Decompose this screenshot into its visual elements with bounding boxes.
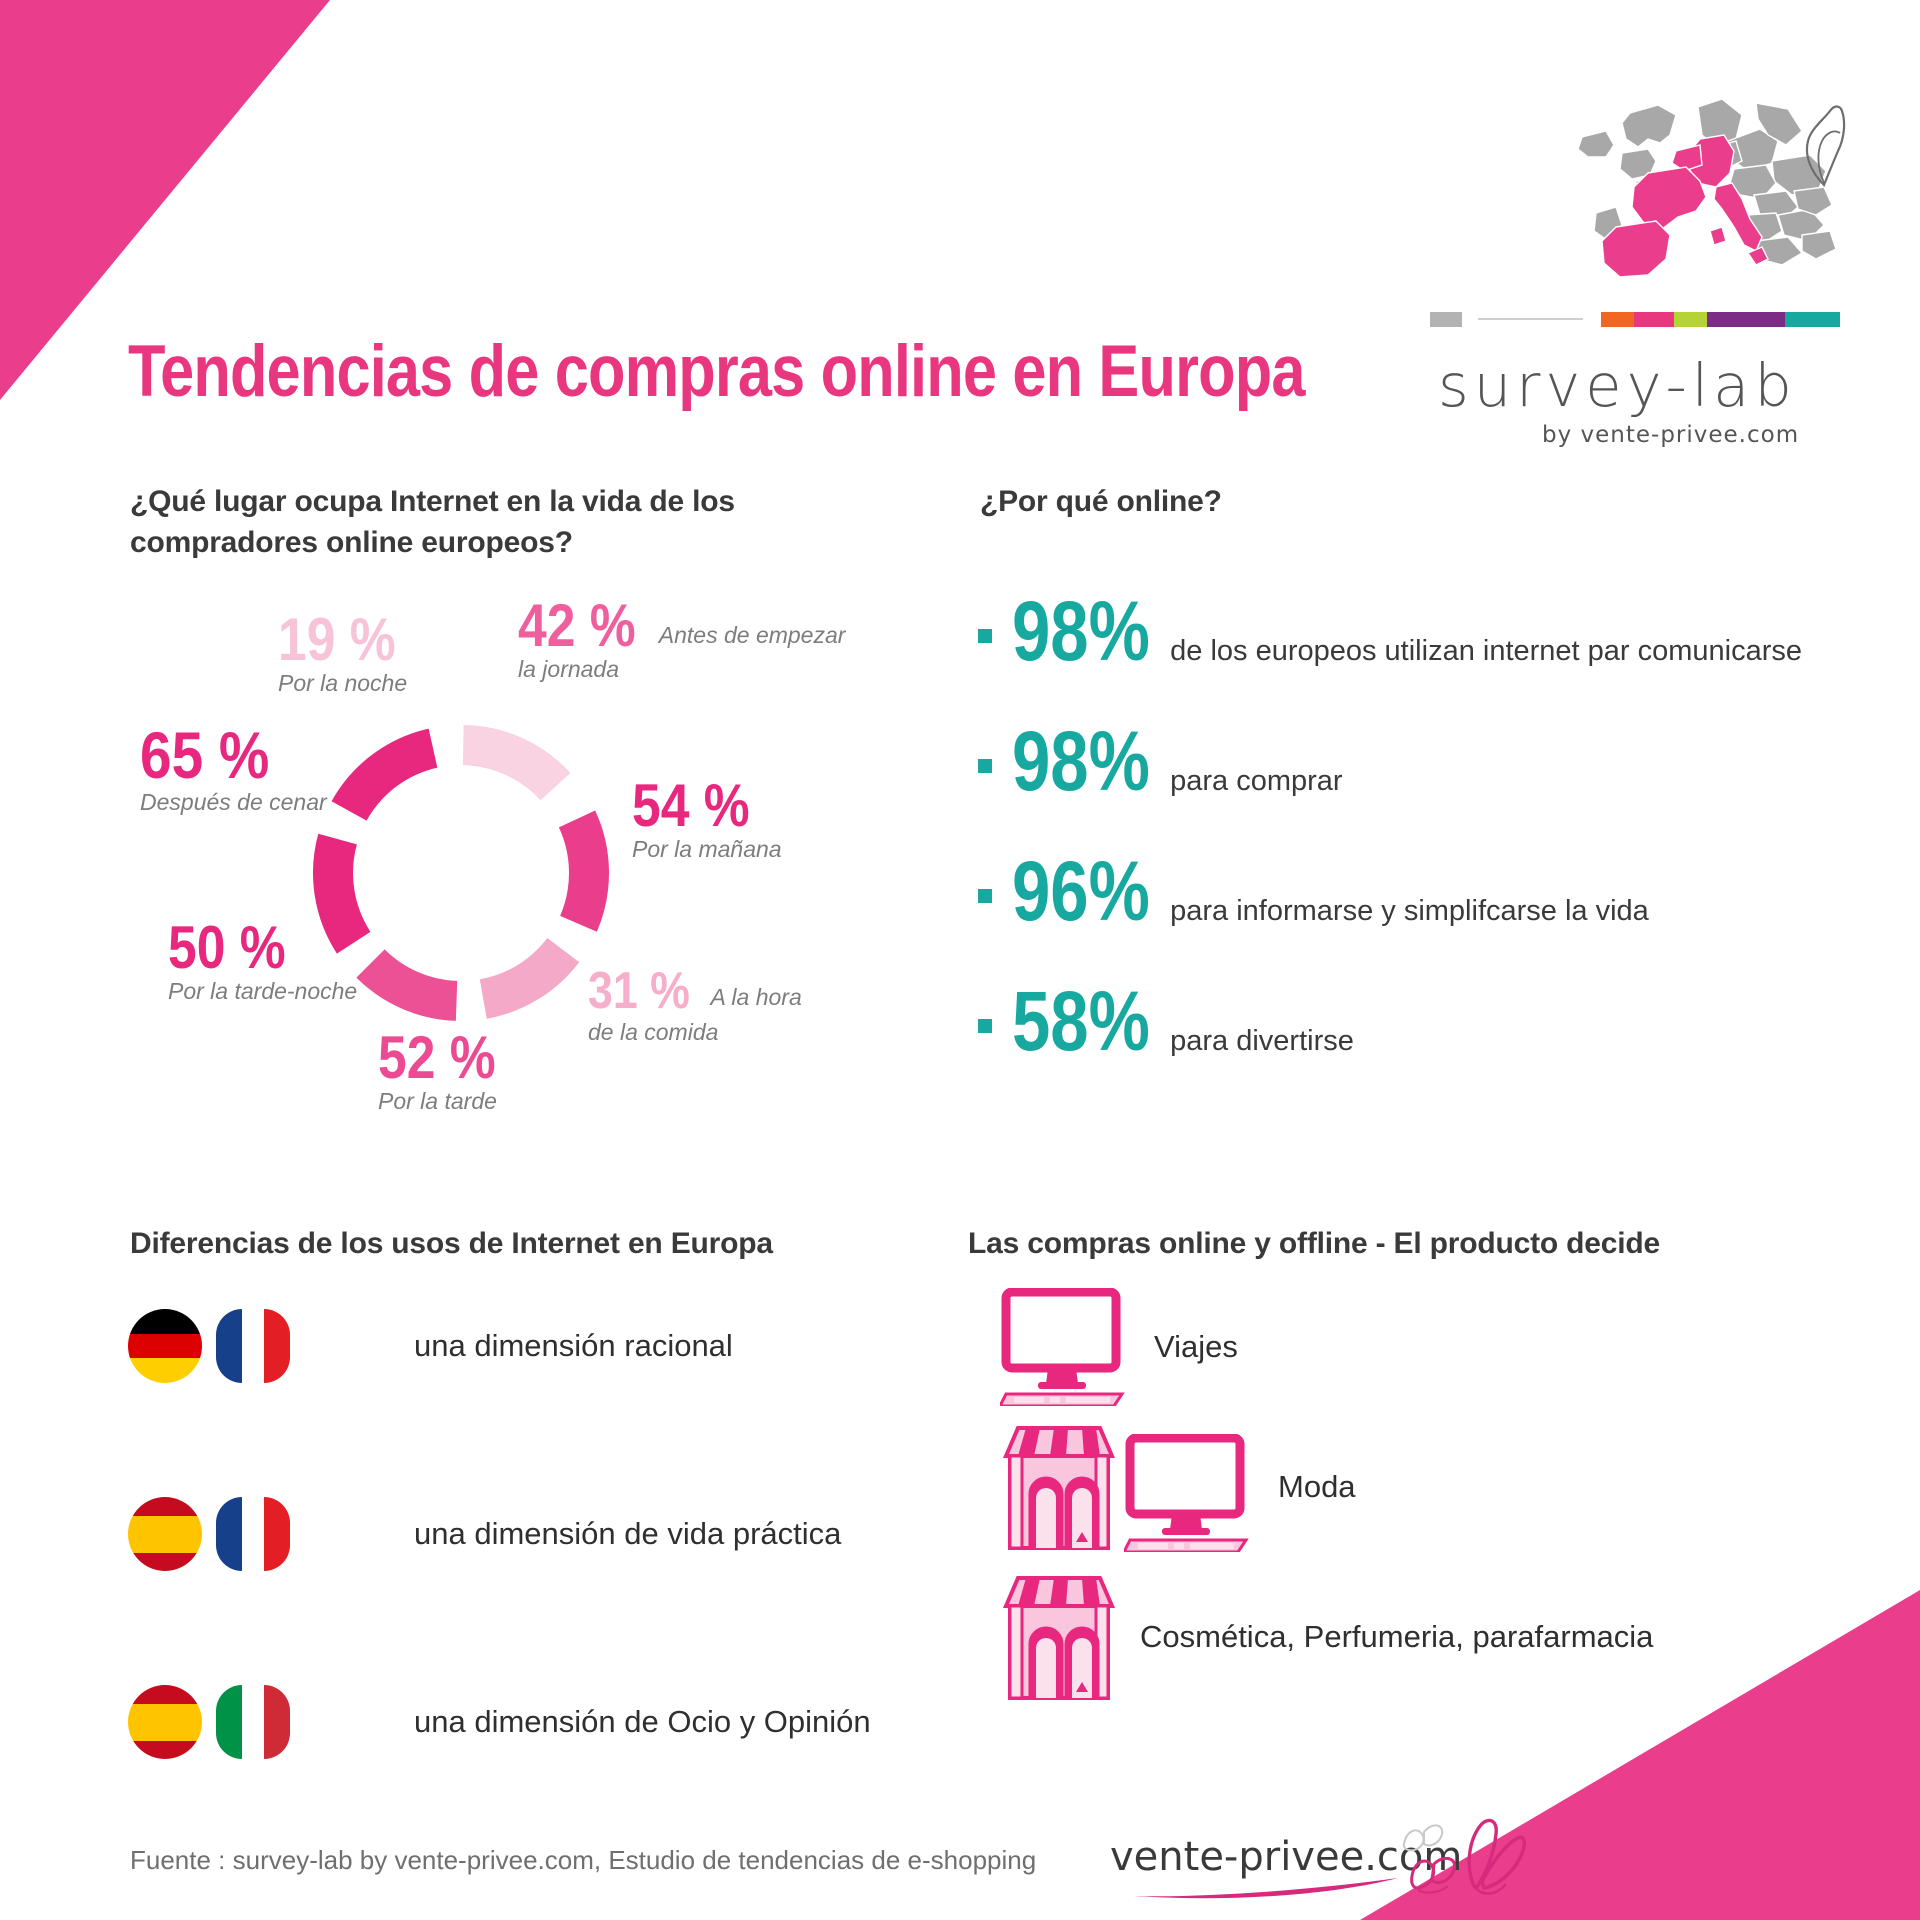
donut-label-por-la-tarde-noche: 50 % Por la tarde-noche [168,914,358,1005]
list-item: una dimensión racional [128,1300,888,1392]
legend-swatch-pink [1634,311,1674,327]
difference-label: una dimensión de vida práctica [414,1516,842,1551]
donut-chart [296,708,626,1038]
bullet-square-icon [978,1019,992,1033]
legend-grey-swatch [1430,311,1462,327]
flag-france-icon [216,1497,290,1571]
europe-map-icon [1430,95,1850,305]
stat-value: 98% [1012,714,1150,809]
bullet-square-icon [978,759,992,773]
list-item: una dimensión de Ocio y Opinión [128,1676,888,1768]
shop-icon [1002,1576,1116,1700]
monitor-icon [1124,1434,1249,1552]
stat-label: de los europeos utilizan internet par co… [1170,635,1803,667]
donut-label-por-la-manana: 54 % Por la mañana [632,772,782,863]
difference-label: una dimensión de Ocio y Opinión [414,1704,871,1739]
donut-label-a-la-hora-de-la-comida: 31 % A la hora de la comida [588,962,802,1045]
stat-value: 58% [1012,974,1150,1069]
page-title: Tendencias de compras online en Europa [128,331,1305,412]
butterfly-icon [1805,105,1846,187]
stat-value: 98% [1012,584,1150,679]
europe-map-svg [1577,98,1837,278]
donut-segment-19 [313,725,609,1021]
differences-list: una dimensión racional una dimensión de … [128,1300,888,1864]
heading-why-online: ¿Por qué online? [980,485,1222,518]
swoosh-underline-icon [1134,1878,1398,1899]
donut-label-por-la-tarde: 52 % Por la tarde [378,1024,497,1115]
flag-spain-icon [128,1497,202,1571]
product-label: Moda [1278,1469,1356,1504]
flag-pair [128,1309,318,1383]
donut-segment-31 [313,725,609,1021]
legend-swatch-teal [1785,311,1840,327]
products-list: Viajes [1000,1288,1820,1722]
survey-lab-wordmark: survey-lab [1438,351,1797,420]
flag-germany-icon [128,1309,202,1383]
product-icons [1000,1422,1252,1552]
product-label: Viajes [1154,1329,1238,1364]
list-item: una dimensión de vida práctica [128,1488,888,1580]
stat-row: 98% de los europeos utilizan internet pa… [978,588,1898,676]
flag-france-icon [216,1309,290,1383]
bullet-square-icon [978,629,992,643]
donut-chart-svg [313,725,609,1021]
list-item: Moda [1000,1422,1820,1552]
stat-value: 96% [1012,844,1150,939]
product-icons [1000,1572,1118,1702]
donut-label-despues-de-cenar: 65 % Después de cenar [140,718,327,815]
legend-swatch-lime [1674,311,1707,327]
donut-label-por-la-noche: 19 % Por la noche [278,606,408,697]
bullet-square-icon [978,889,992,903]
why-online-stats: 98% de los europeos utilizan internet pa… [978,588,1898,1108]
butterflies-icon [1402,1818,1526,1895]
stat-label: para informarse y simplifcarse la vida [1170,895,1649,927]
stat-row: 96% para informarse y simplifcarse la vi… [978,848,1898,936]
stat-row: 98% para comprar [978,718,1898,806]
list-item: Viajes [1000,1288,1820,1406]
stat-label: para divertirse [1170,1025,1354,1057]
survey-lab-tagline: by vente-privee.com [1542,422,1800,448]
shop-icon [1002,1426,1116,1550]
stat-label: para comprar [1170,765,1343,797]
brand-color-legend [1430,309,1850,329]
vente-privee-logo: vente-privee.com [1110,1818,1530,1910]
legend-swatch-purple [1707,311,1785,327]
survey-lab-logo: survey-lab by vente-privee.com [1430,95,1850,448]
legend-divider-line [1478,318,1583,320]
flag-italy-icon [216,1685,290,1759]
source-note: Fuente : survey-lab by vente-privee.com,… [130,1845,1037,1875]
stat-row: 58% para divertirse [978,978,1898,1066]
flag-pair [128,1685,318,1759]
heading-internet-place: ¿Qué lugar ocupa Internet en la vida de … [130,485,735,559]
flag-spain-icon [128,1685,202,1759]
product-icons [1000,1288,1128,1406]
monitor-icon [1000,1288,1125,1406]
product-label: Cosmética, Perfumeria, parafarmacia [1140,1619,1654,1654]
list-item: Cosmética, Perfumeria, parafarmacia [1000,1572,1820,1702]
difference-label: una dimensión racional [414,1328,733,1363]
heading-internet-differences: Diferencias de los usos de Internet en E… [130,1227,773,1260]
heading-products-decide: Las compras online y offline - El produc… [968,1227,1660,1260]
flag-pair [128,1497,318,1571]
legend-swatch-orange [1601,311,1634,327]
legend-color-swatches [1601,311,1840,327]
donut-label-antes-de-empezar: 42 % Antes de empezar la jornada [518,592,846,683]
